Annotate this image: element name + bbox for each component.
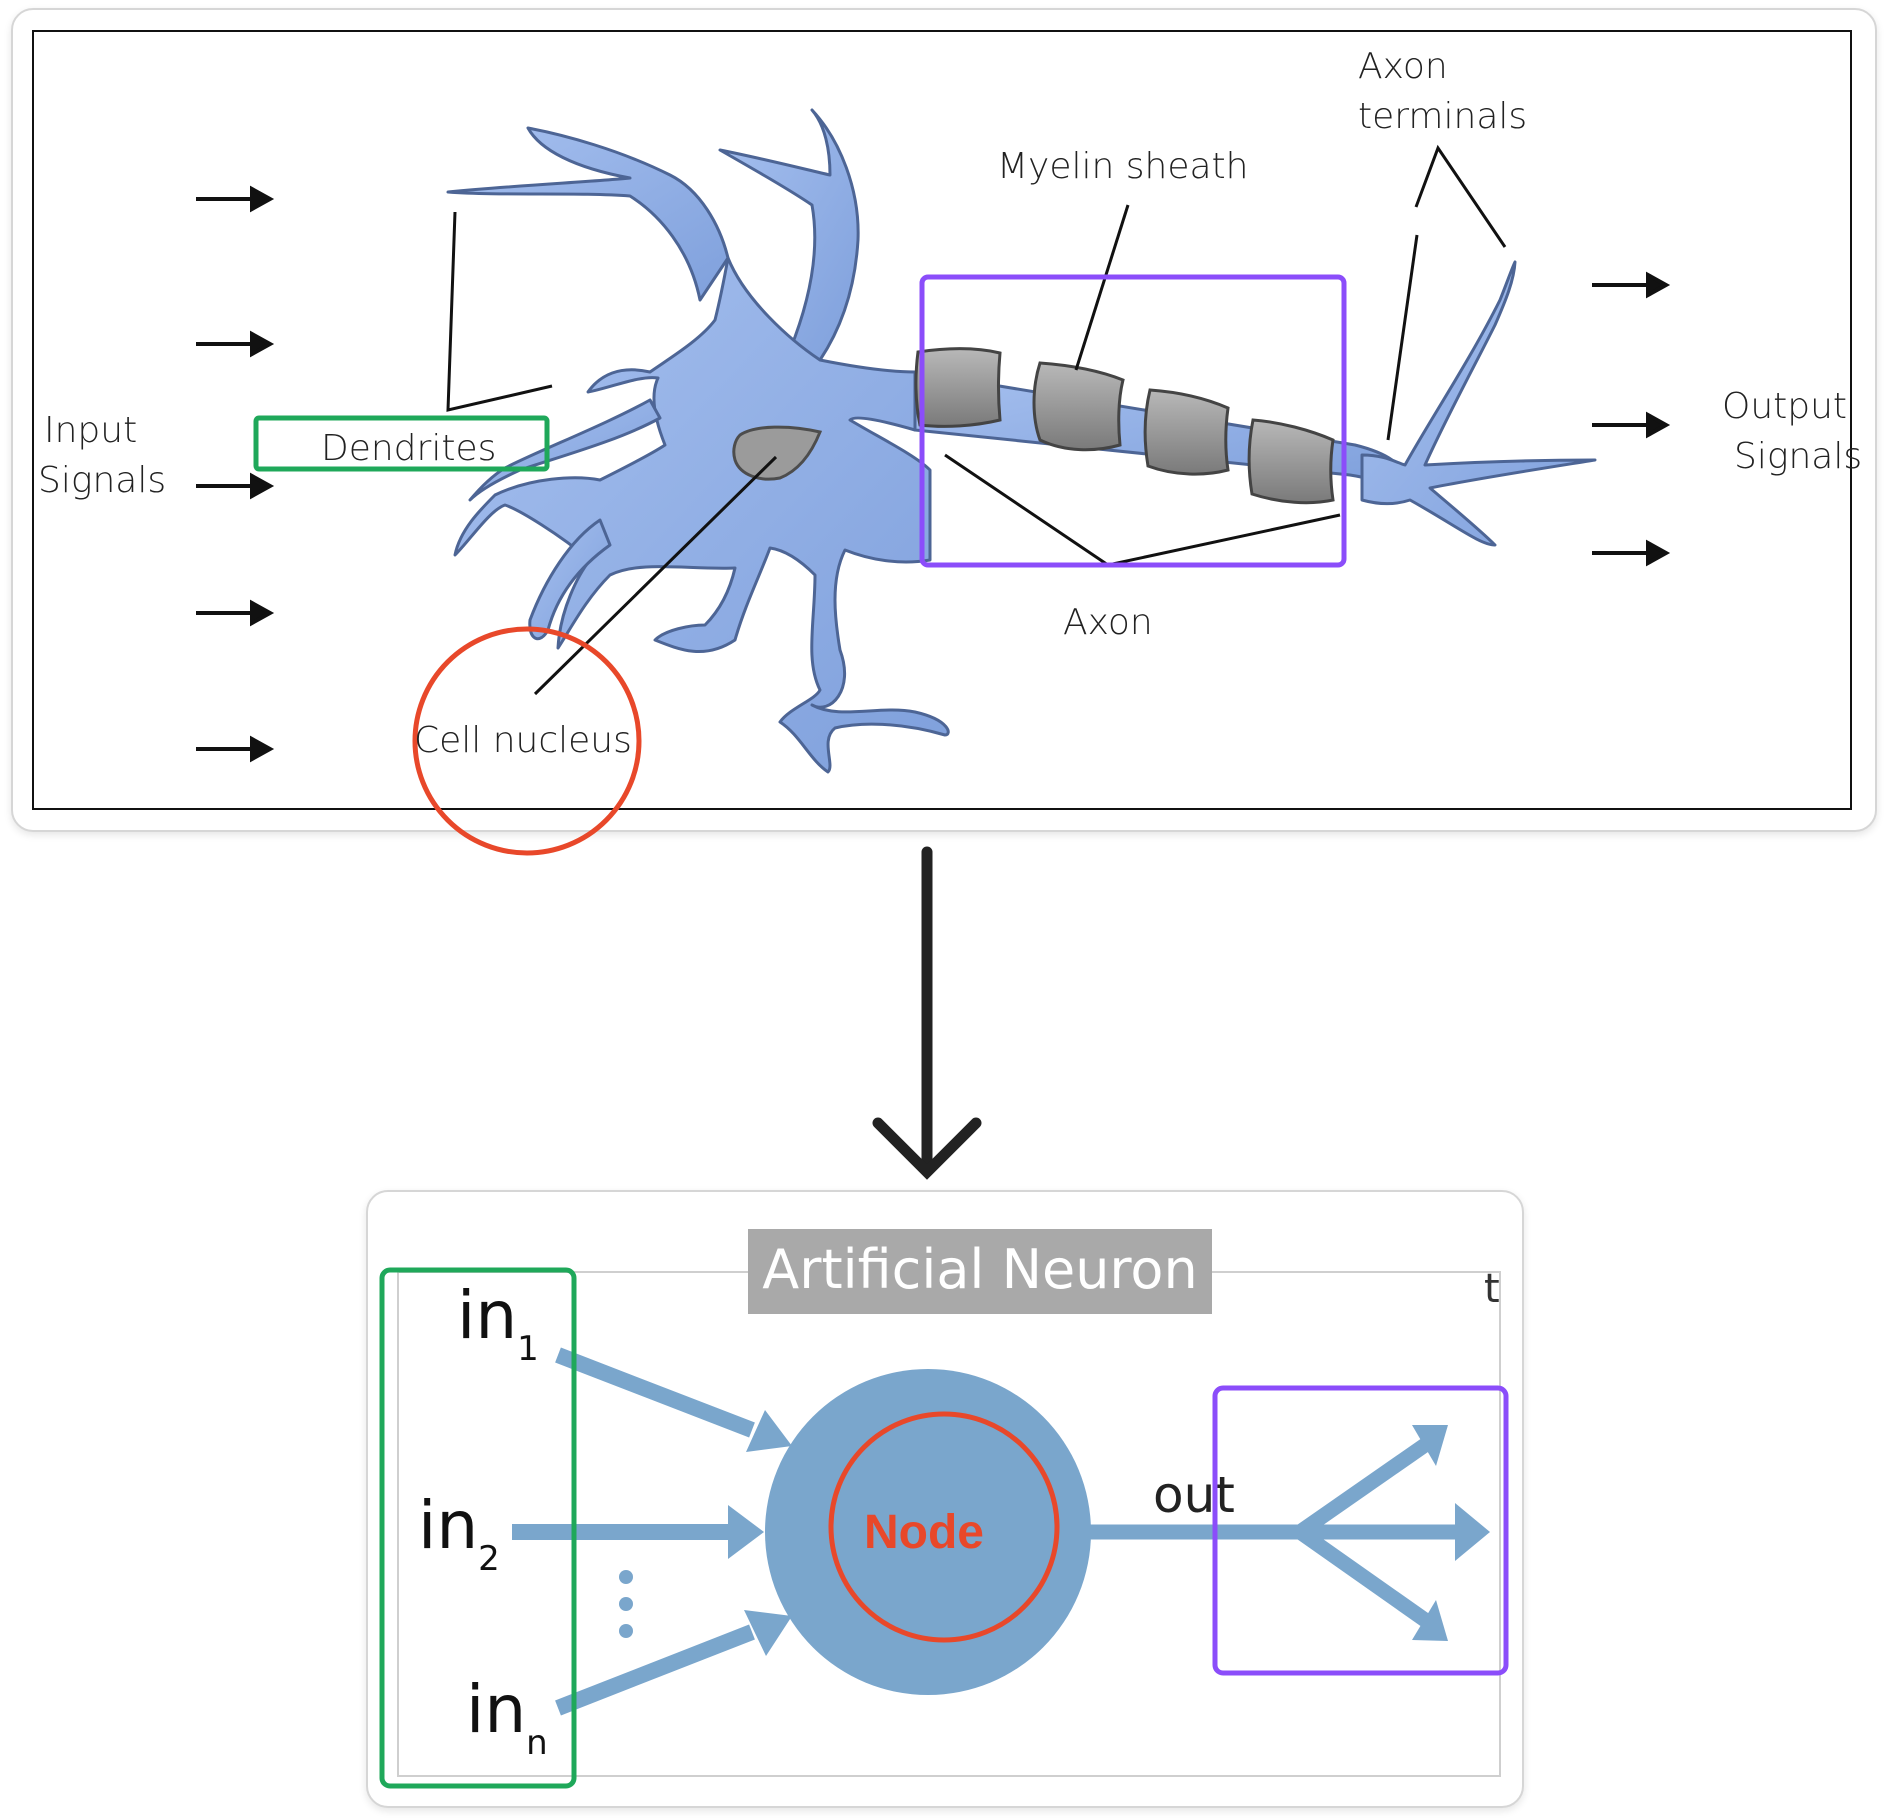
ann-node-circle [765,1369,1091,1695]
input-signals-label-line2: Signals [38,460,166,501]
output-arrow-1 [1592,271,1671,299]
ann-node-label: Node [864,1506,984,1559]
ann-output-branch-down [1295,1525,1448,1641]
output-arrow-3 [1592,539,1671,567]
output-signals-label-line2: Signals [1734,436,1862,477]
input-arrows [196,185,275,763]
ann-input-arrow-3 [555,1610,792,1716]
output-arrow-2 [1592,411,1671,439]
ann-corner-glyph: t [1484,1266,1500,1312]
ann-input-n-label: inn [466,1671,548,1763]
ann-output-label: out [1153,1466,1235,1524]
axon-terminals-leader-2 [1386,234,1419,441]
myelin-segment-4 [1247,418,1335,505]
ann-input-2-label: in2 [418,1487,500,1579]
cell-nucleus-shape [732,425,823,481]
myelin-sheath-segments [914,347,1335,505]
myelin-segment-1 [914,347,1002,428]
axon-terminals-leader [1414,144,1507,248]
ann-title-box [748,1229,1212,1314]
dendrites-highlight-box [253,415,550,472]
output-arrows [1592,271,1671,567]
myelin-leader [1074,204,1130,371]
input-arrow-3 [196,472,275,500]
ann-inputs-highlight-box [379,1267,577,1789]
transition-arrow [872,846,982,1180]
soma [453,256,950,774]
output-signals-label-line1: Output [1722,386,1847,427]
myelin-segment-3 [1143,388,1230,476]
dendrite-left [468,398,662,502]
ann-node-highlight-circle [828,1411,1060,1643]
ann-input-arrows [512,1347,792,1716]
dendrite-lower-left [528,518,612,641]
ann-output-highlight-box [1212,1385,1509,1676]
input-signals-label-line1: Input [44,410,137,451]
input-arrow-5 [196,735,275,763]
ann-output-branch-up [1295,1425,1448,1539]
ann-title: Artificial Neuron [762,1238,1197,1301]
ann-input-arrow-1 [555,1347,792,1452]
ann-input-1-label: in1 [457,1277,539,1369]
cell-nucleus-label: Cell nucleus [414,720,632,761]
axon-terminals-label-line1: Axon [1358,46,1448,87]
myelin-sheath-label: Myelin sheath [997,146,1249,187]
input-arrow-4 [196,599,275,627]
dendrites-label: Dendrites [321,428,496,469]
input-arrow-2 [196,330,275,358]
ann-output-branch-mid [1300,1503,1490,1561]
axon-terminals-label-line2: terminals [1358,96,1527,137]
dendrite-upper-right [718,108,860,362]
myelin-segment-2 [1032,361,1125,452]
nucleus-leader [533,455,778,696]
dendrite-upper-left [446,126,730,302]
cell-nucleus-highlight-circle [412,626,642,856]
axon-label: Axon [1063,602,1153,643]
ann-ellipsis-icon [619,1570,633,1638]
input-arrow-1 [196,185,275,213]
ann-input-arrow-2 [512,1505,764,1559]
ann-output-arrows [1090,1425,1490,1641]
axon-terminal-branches [1360,260,1597,547]
dendrites-leader [446,211,553,412]
myelin-axon-highlight-box [919,274,1347,568]
